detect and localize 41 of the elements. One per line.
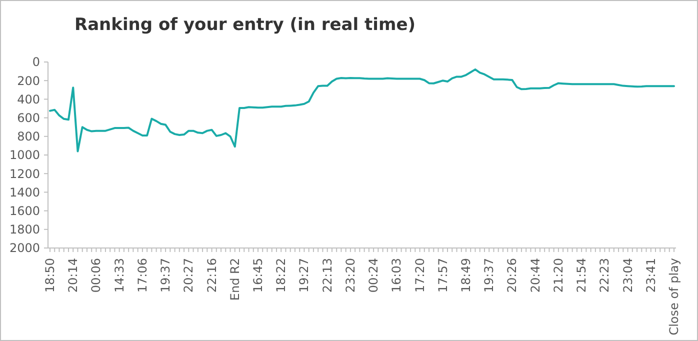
x-tick-label: 20:14 bbox=[66, 258, 80, 293]
x-tick-label: 22:16 bbox=[204, 258, 219, 293]
y-tick-label: 1200 bbox=[9, 166, 40, 181]
x-tick-label: 19:37 bbox=[482, 258, 496, 293]
x-tick-label: Close of play bbox=[667, 258, 681, 336]
x-tick-label: 20:44 bbox=[528, 258, 542, 293]
x-tick-label: 18:22 bbox=[274, 258, 288, 293]
x-tick-label: 22:23 bbox=[598, 258, 612, 293]
y-tick-label: 1800 bbox=[9, 222, 40, 237]
y-tick-label: 0 bbox=[32, 55, 40, 70]
x-tick-label: 18:49 bbox=[459, 258, 473, 293]
x-tick-label: 18:50 bbox=[43, 258, 57, 293]
x-tick-label: 16:03 bbox=[390, 258, 404, 293]
y-tick-label: 800 bbox=[17, 130, 40, 144]
x-tick-label: End R2 bbox=[228, 258, 242, 301]
y-tick-label: 1000 bbox=[9, 148, 40, 162]
y-tick-label: 1600 bbox=[9, 204, 40, 218]
x-tick-label: 21:20 bbox=[551, 258, 566, 293]
x-tick-label: 00:24 bbox=[366, 258, 381, 293]
y-tick-label: 2000 bbox=[9, 241, 40, 256]
x-tick-label: 22:13 bbox=[320, 258, 334, 293]
chart-title: Ranking of your entry (in real time) bbox=[74, 15, 416, 35]
y-tick-label: 600 bbox=[17, 111, 40, 125]
x-tick-label: 21:54 bbox=[574, 258, 589, 293]
x-tick-label: 17:20 bbox=[412, 258, 427, 293]
x-tick-label: 23:20 bbox=[343, 258, 358, 293]
x-tick-label: 19:27 bbox=[297, 258, 312, 293]
x-tick-label: 14:33 bbox=[112, 258, 126, 293]
x-tick-label: 20:26 bbox=[505, 258, 520, 293]
line-series bbox=[49, 68, 675, 152]
x-tick-label: 00:06 bbox=[89, 258, 104, 293]
x-tick-label: 20:27 bbox=[182, 258, 196, 293]
y-tick-label: 1400 bbox=[9, 185, 40, 200]
y-tick-label: 400 bbox=[17, 92, 40, 106]
x-tick-label: 23:41 bbox=[644, 258, 658, 293]
x-tick-label: 17:06 bbox=[135, 258, 150, 293]
y-tick-label: 200 bbox=[17, 74, 40, 88]
x-tick-label: 16:45 bbox=[251, 258, 265, 293]
x-tick-label: 17:57 bbox=[436, 258, 450, 293]
x-tick-label: 19:37 bbox=[158, 258, 173, 293]
x-tick-label: 23:04 bbox=[620, 258, 635, 293]
